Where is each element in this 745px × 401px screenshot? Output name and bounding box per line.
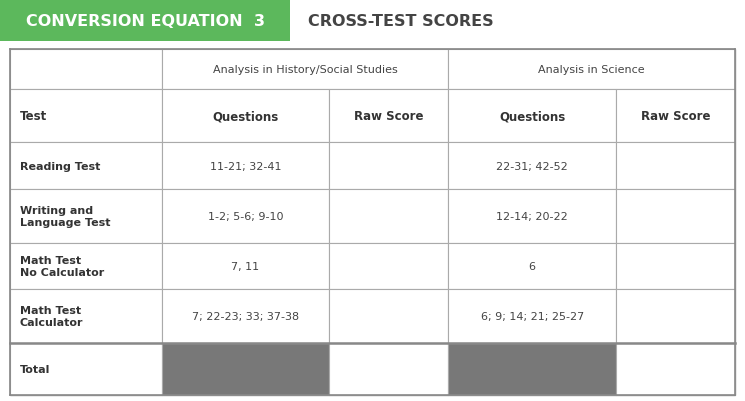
Bar [616, 290, 735, 343]
Bar [448, 290, 616, 343]
Bar [329, 190, 448, 243]
Bar [329, 143, 448, 190]
Bar [448, 343, 616, 395]
Bar [10, 143, 162, 190]
Text: CROSS-TEST SCORES: CROSS-TEST SCORES [308, 14, 494, 28]
Bar [162, 143, 329, 190]
Text: 22-31; 42-52: 22-31; 42-52 [496, 161, 568, 171]
Text: Raw Score: Raw Score [641, 110, 710, 123]
Bar [0, 0, 290, 42]
Bar [616, 243, 735, 290]
Bar [10, 50, 162, 89]
Text: Total: Total [20, 364, 51, 374]
Bar [10, 343, 162, 395]
Text: Reading Test: Reading Test [20, 161, 101, 171]
Bar [162, 243, 329, 290]
Text: 7, 11: 7, 11 [232, 261, 259, 271]
Bar [616, 143, 735, 190]
Text: CONVERSION EQUATION  3: CONVERSION EQUATION 3 [25, 14, 264, 28]
Bar [162, 89, 329, 143]
Bar [329, 89, 448, 143]
Text: Test: Test [20, 110, 47, 123]
Bar [448, 243, 616, 290]
Bar [616, 343, 735, 395]
Bar [329, 343, 448, 395]
Bar [448, 89, 616, 143]
Bar [10, 290, 162, 343]
Bar [10, 243, 162, 290]
Bar [162, 190, 329, 243]
Bar [10, 190, 162, 243]
Text: 12-14; 20-22: 12-14; 20-22 [496, 211, 568, 221]
Text: Analysis in History/Social Studies: Analysis in History/Social Studies [212, 65, 397, 75]
Text: Math Test
Calculator: Math Test Calculator [20, 305, 83, 328]
Text: 1-2; 5-6; 9-10: 1-2; 5-6; 9-10 [208, 211, 283, 221]
Text: 6; 9; 14; 21; 25-27: 6; 9; 14; 21; 25-27 [481, 312, 584, 322]
Text: Math Test
No Calculator: Math Test No Calculator [20, 255, 104, 277]
Bar [162, 290, 329, 343]
Bar [329, 290, 448, 343]
Text: Questions: Questions [212, 110, 279, 123]
Text: Raw Score: Raw Score [354, 110, 424, 123]
Bar [448, 50, 735, 89]
Bar [616, 89, 735, 143]
Bar [448, 190, 616, 243]
Text: 7; 22-23; 33; 37-38: 7; 22-23; 33; 37-38 [192, 312, 299, 322]
Bar [329, 243, 448, 290]
Text: 6: 6 [529, 261, 536, 271]
Bar [448, 143, 616, 190]
Bar [10, 50, 735, 395]
Text: 11-21; 32-41: 11-21; 32-41 [210, 161, 282, 171]
Bar [162, 50, 448, 89]
Text: Writing and
Language Test: Writing and Language Test [20, 205, 110, 228]
Text: Questions: Questions [499, 110, 565, 123]
Bar [162, 343, 329, 395]
Text: Analysis in Science: Analysis in Science [539, 65, 645, 75]
Bar [616, 190, 735, 243]
Bar [10, 89, 162, 143]
